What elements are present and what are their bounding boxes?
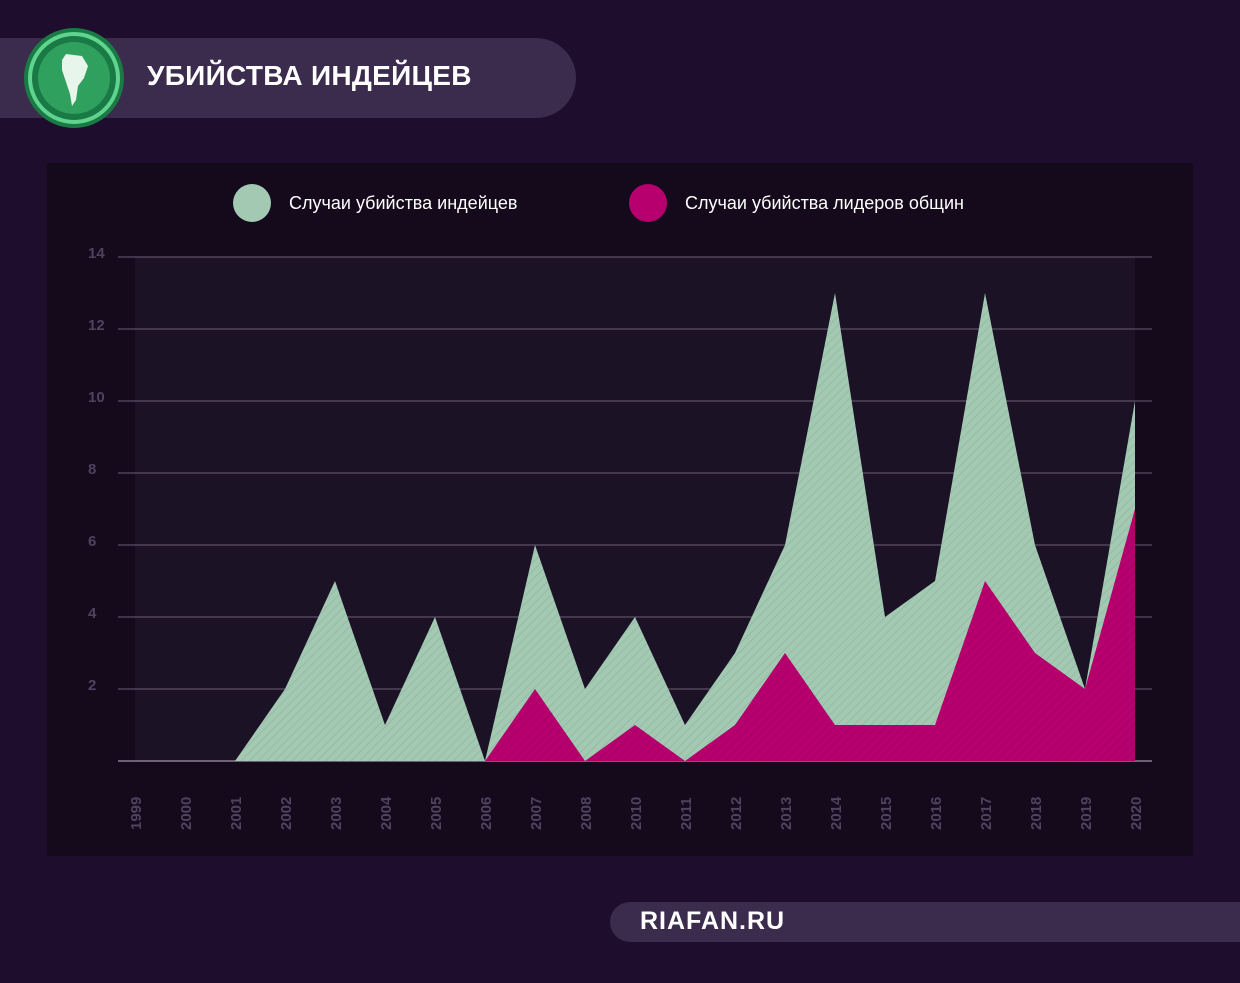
x-tick-label: 2003	[328, 797, 345, 830]
x-tick-label: 2019	[1078, 797, 1095, 830]
legend-item-indians: Случаи убийства индейцев	[233, 183, 517, 223]
y-tick-label: 4	[88, 605, 97, 622]
x-tick-label: 2008	[578, 797, 595, 830]
x-tick-label: 2002	[278, 797, 295, 830]
x-tick-label: 2011	[678, 797, 695, 830]
y-tick-label: 12	[88, 317, 105, 334]
y-tick-label: 6	[88, 533, 96, 550]
x-tick-label: 2010	[628, 797, 645, 830]
legend-label-indians: Случаи убийства индейцев	[289, 192, 518, 213]
y-tick-label: 14	[88, 245, 105, 262]
x-tick-label: 2006	[478, 797, 495, 830]
x-tick-label: 2000	[178, 797, 195, 830]
y-tick-label: 8	[88, 461, 96, 478]
site-name: RIAFAN.RU	[640, 907, 786, 935]
x-tick-label: 2020	[1128, 797, 1145, 830]
series-area-leaders	[135, 509, 1135, 761]
south-america-globe-icon	[24, 28, 124, 128]
page-title: УБИЙСТВА ИНДЕЙЦЕВ	[147, 60, 472, 91]
legend-item-leaders: Случаи убийства лидеров общин	[629, 183, 964, 223]
y-tick-label: 2	[88, 677, 96, 694]
x-tick-label: 2005	[428, 797, 445, 830]
x-tick-label: 2007	[528, 797, 545, 830]
legend-swatch-leaders	[629, 184, 667, 222]
x-tick-label: 1999	[128, 797, 145, 830]
y-tick-label: 10	[88, 389, 105, 406]
x-tick-label: 2015	[878, 797, 895, 830]
x-tick-label: 2013	[778, 797, 795, 830]
x-tick-label: 2004	[378, 796, 395, 830]
x-tick-label: 2016	[928, 797, 945, 830]
x-tick-label: 2014	[828, 796, 845, 830]
x-tick-label: 2012	[728, 797, 745, 830]
x-tick-label: 2018	[1028, 797, 1045, 830]
legend-label-leaders: Случаи убийства лидеров общин	[685, 192, 964, 213]
x-tick-label: 2017	[978, 797, 995, 830]
footer-banner	[610, 902, 1240, 942]
legend-swatch-indians	[233, 184, 271, 222]
x-tick-label: 2001	[228, 797, 245, 830]
series-area-indians	[135, 293, 1135, 761]
